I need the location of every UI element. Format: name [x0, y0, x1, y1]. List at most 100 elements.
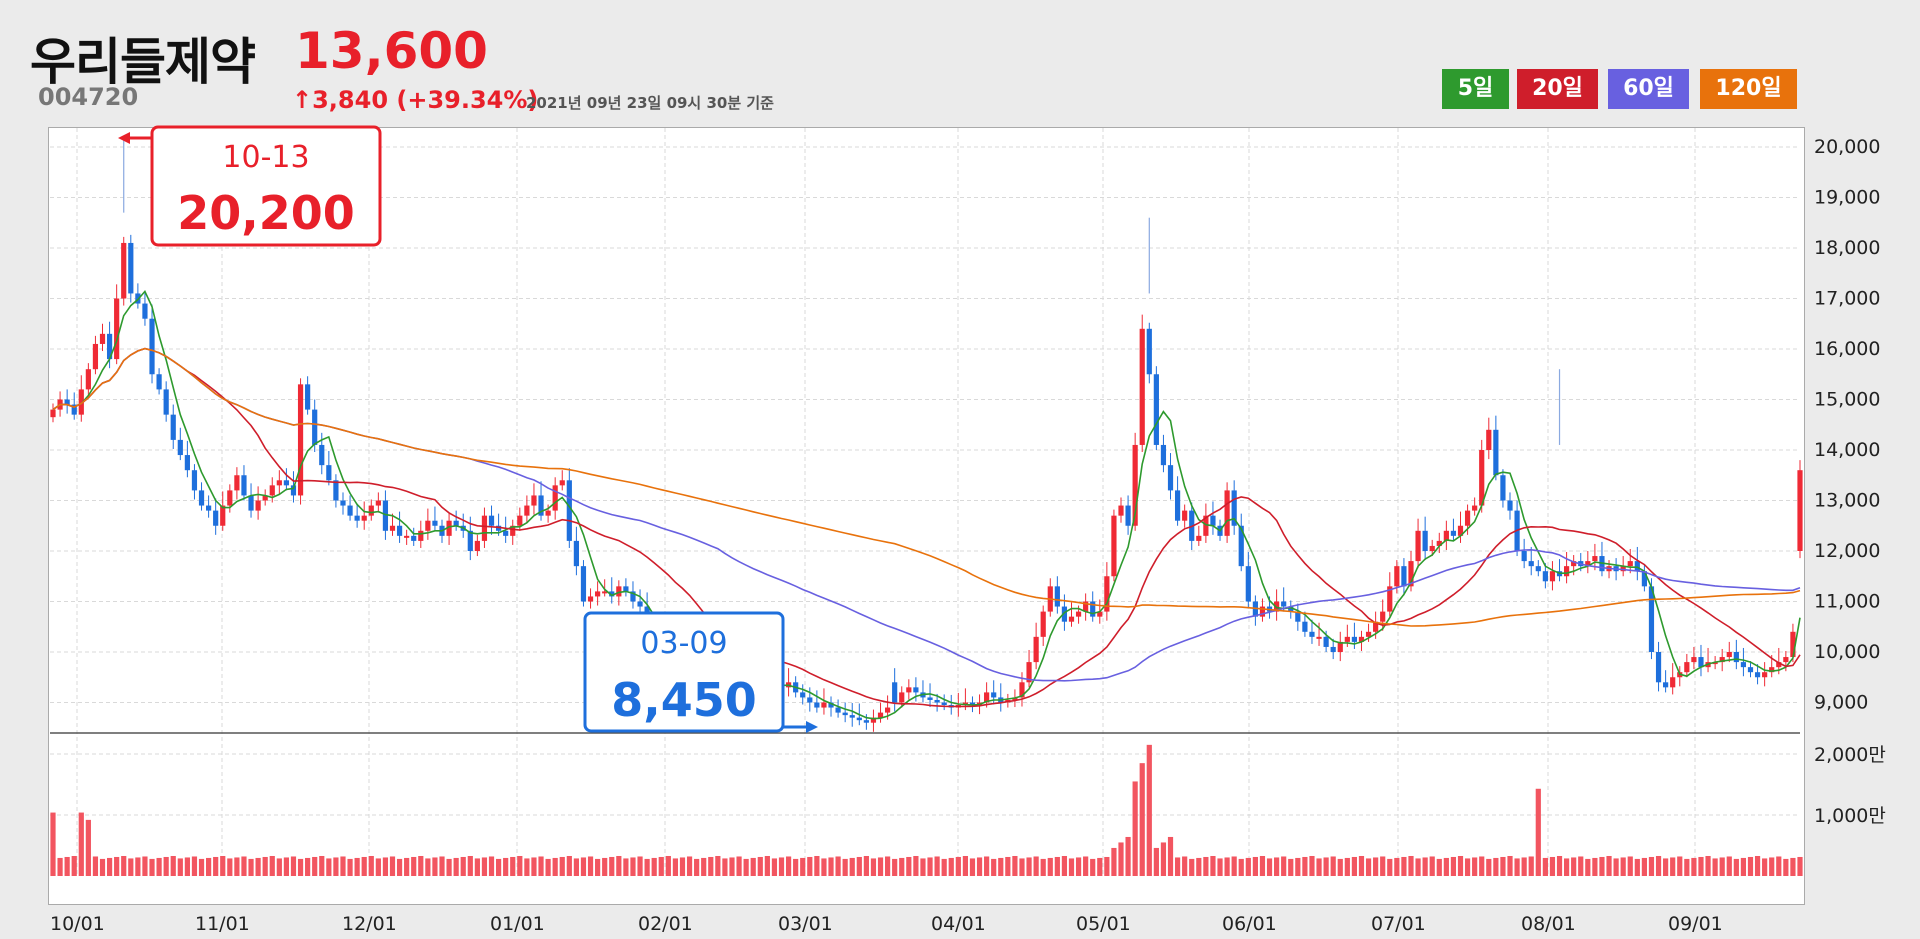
chart-frame [48, 127, 1805, 905]
candle-body [1691, 657, 1697, 663]
volume-bar [1599, 856, 1605, 876]
candle-body [1373, 621, 1379, 632]
candle-body [927, 697, 933, 700]
volume-bar [538, 856, 544, 876]
candle-body [1040, 611, 1046, 637]
ma60-line [52, 347, 1801, 682]
candle-body [835, 707, 841, 713]
volume-bar [955, 856, 961, 876]
candle-body [1387, 586, 1393, 612]
volume-bar [1302, 856, 1308, 876]
volume-bar [580, 857, 587, 876]
price-tick-label: 12,000 [1814, 540, 1880, 562]
volume-bar [715, 855, 721, 876]
volume-bar [1648, 856, 1655, 876]
candle-body [1401, 566, 1407, 587]
candle-body [1422, 530, 1428, 551]
volume-bar [1358, 855, 1365, 876]
ma60-button[interactable]: 60일 [1608, 69, 1689, 109]
volume-bar [241, 856, 247, 876]
volume-bar [1139, 763, 1145, 876]
volume-bar [672, 858, 679, 876]
candle-body [892, 682, 898, 703]
low-annotation-arrow [806, 721, 818, 733]
volume-bar [78, 812, 84, 876]
volume-bar [778, 857, 785, 876]
candle-body [425, 520, 431, 531]
candle-body [312, 409, 318, 445]
volume-bar [1054, 856, 1060, 876]
volume-bar [1691, 857, 1697, 876]
candle-body [114, 298, 120, 360]
volume-bar [1259, 855, 1266, 876]
volume-bar [962, 855, 969, 876]
candle-body [1231, 490, 1237, 526]
volume-bar [347, 858, 353, 876]
candle-body [510, 525, 516, 536]
date-tick-label: 04/01 [931, 913, 986, 935]
candle-body [418, 530, 424, 541]
candle-body [1641, 571, 1647, 587]
high-annotation-box [150, 125, 382, 247]
candle-body [1118, 505, 1124, 516]
candle-body [78, 389, 84, 415]
volume-bar [149, 858, 155, 876]
volume-bar [623, 858, 629, 876]
candle-body [1436, 540, 1442, 546]
volume-bar [290, 856, 297, 876]
volume-bar [1281, 856, 1287, 876]
volume-bar [184, 857, 190, 876]
volume-bar [863, 855, 869, 876]
ma120-button[interactable]: 120일 [1700, 69, 1797, 109]
ma5-button[interactable]: 5일 [1442, 69, 1509, 109]
volume-bar [1556, 855, 1563, 876]
candle-body [1351, 636, 1358, 642]
volume-bar [1217, 858, 1223, 876]
candle-body [1309, 631, 1315, 637]
candle-body [375, 500, 381, 506]
volume-bar [1521, 857, 1527, 876]
volume-bar [1769, 857, 1775, 876]
volume-bar [984, 856, 990, 876]
volume-bar [1005, 856, 1011, 876]
volume-bar [1684, 858, 1690, 876]
low-annotation-value: 8,450 [611, 673, 757, 727]
volume-bar [1549, 856, 1556, 876]
volume-bar [849, 857, 855, 876]
candle-body [1316, 636, 1322, 639]
candle-body [248, 495, 254, 511]
volume-bar [602, 857, 608, 876]
volume-bar [743, 858, 749, 876]
volume-bar [361, 856, 367, 876]
volume-bar [913, 855, 919, 876]
price-tick-label: 18,000 [1814, 237, 1880, 259]
volume-bar [1655, 855, 1662, 876]
volume-bar [156, 857, 162, 876]
candle-body [1330, 646, 1336, 652]
candle-body [85, 369, 91, 390]
ma20-button[interactable]: 20일 [1517, 69, 1598, 109]
candle-body [630, 591, 636, 602]
candle-body [1196, 535, 1202, 541]
volume-bar [495, 858, 502, 876]
volume-bar [319, 855, 325, 876]
candle-body [340, 500, 346, 506]
candle-body [1337, 641, 1343, 652]
volume-bar [1182, 856, 1188, 876]
candle-body [877, 712, 884, 718]
date-tick-label: 06/01 [1222, 913, 1277, 935]
volume-bar [510, 856, 516, 876]
volume-bar [1090, 858, 1096, 876]
volume-bar [1146, 744, 1152, 876]
candle-body [1075, 611, 1082, 617]
volume-bar [411, 856, 417, 876]
candle-body [1627, 561, 1633, 567]
candle-body [1464, 510, 1471, 526]
volume-bar [998, 857, 1004, 876]
stock-name: 우리들제약 [30, 33, 256, 91]
volume-bar [1316, 858, 1322, 876]
volume-bar [609, 856, 615, 876]
volume-bar [170, 855, 176, 876]
candle-body [616, 586, 622, 597]
volume-bar [1726, 856, 1732, 876]
